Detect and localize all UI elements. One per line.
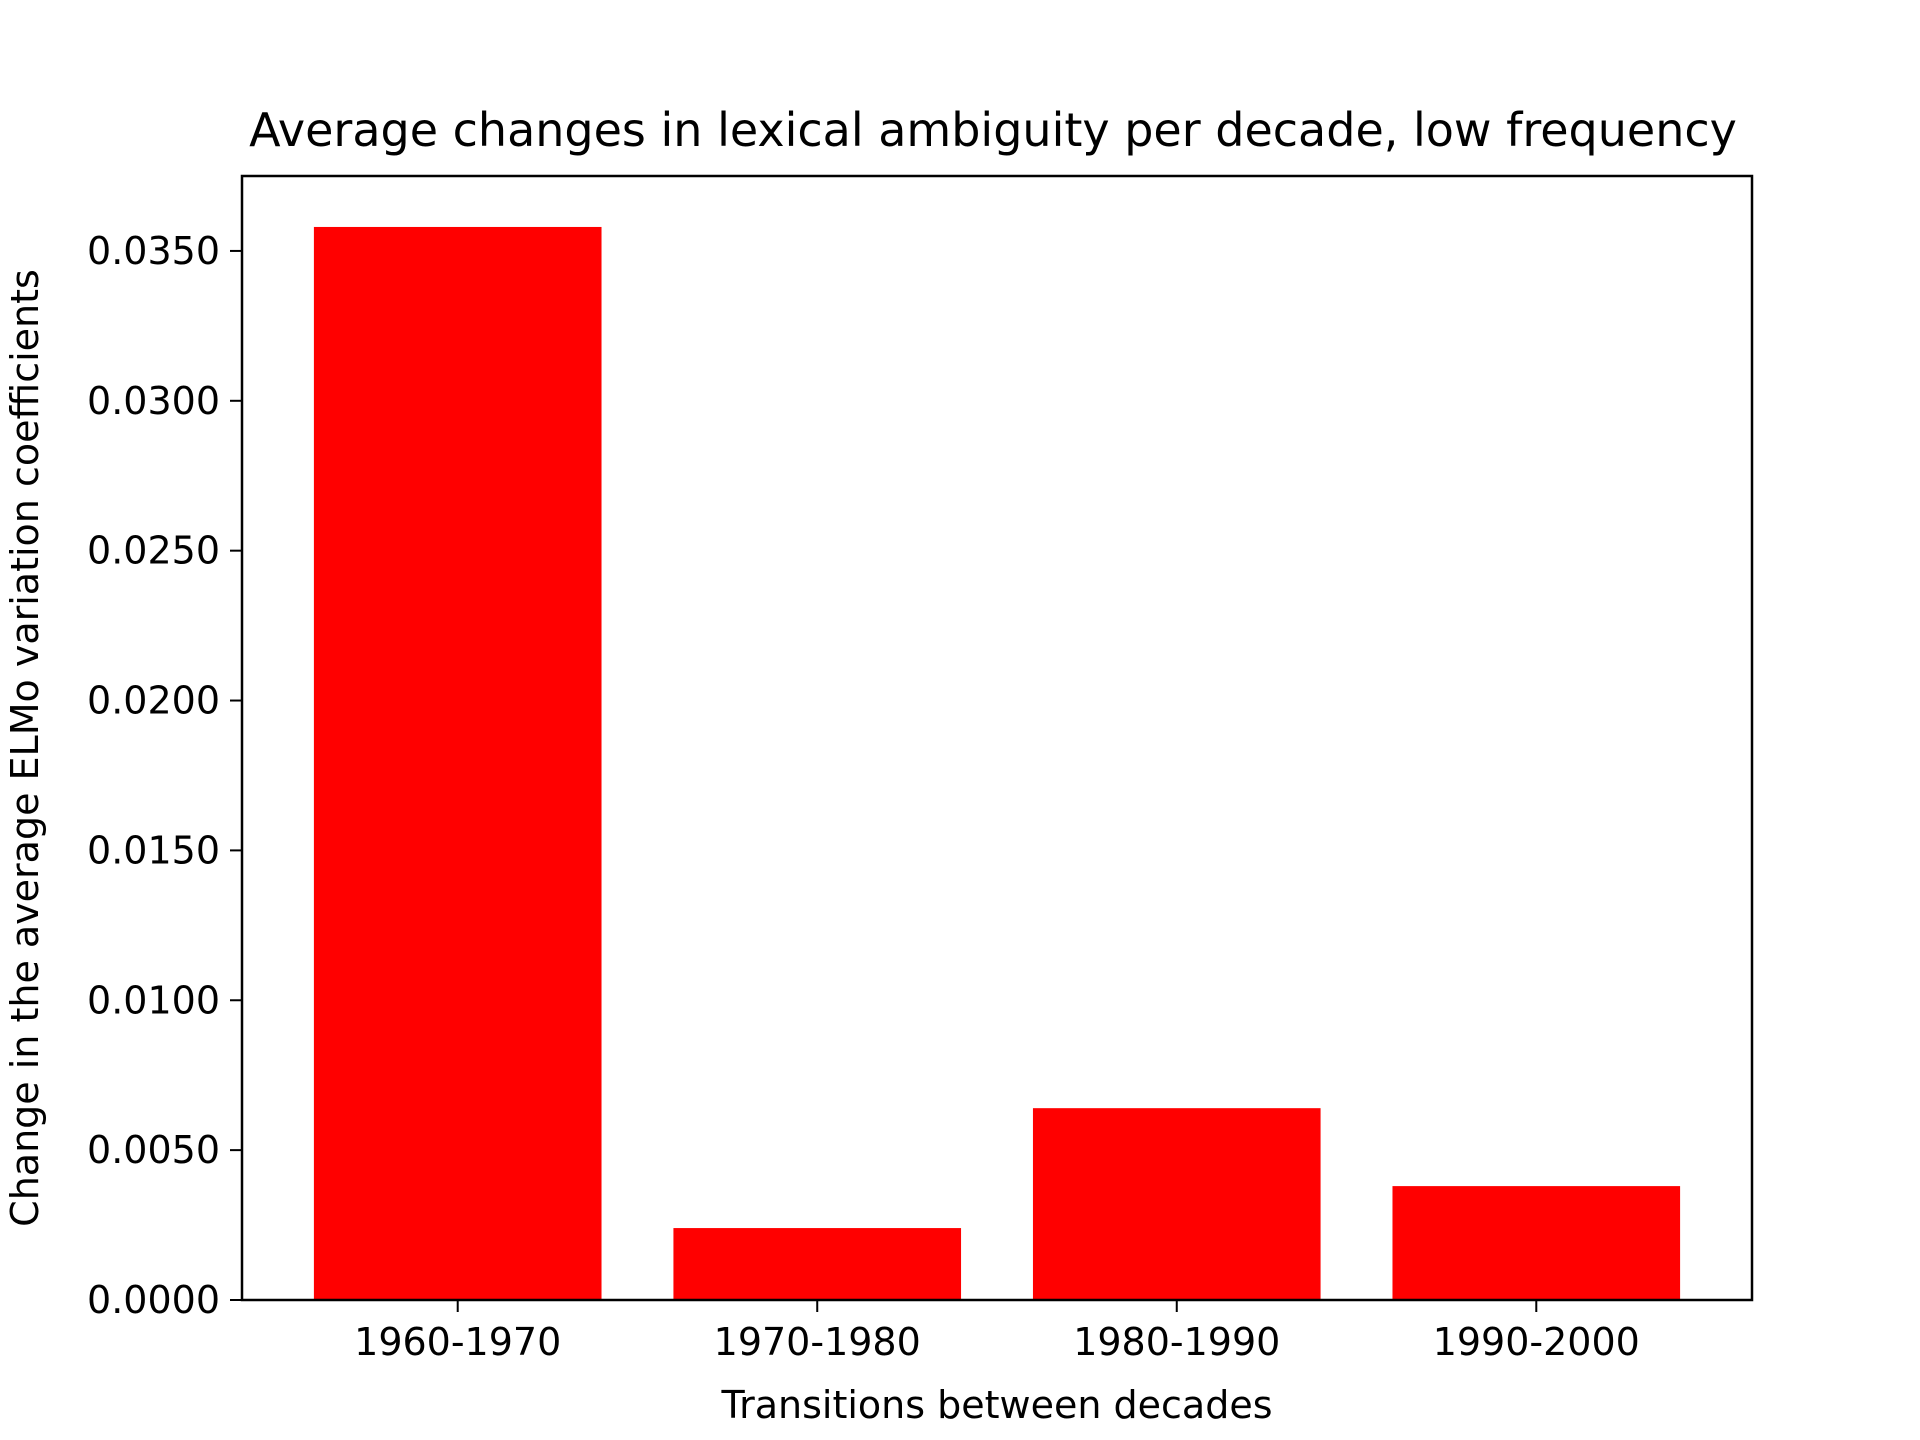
plot-frame <box>240 174 1754 1302</box>
bars-group <box>313 226 1681 1300</box>
y-tick-label: 0.0000 <box>87 1278 220 1322</box>
bar-1960-1970 <box>313 226 602 1300</box>
bar-1980-1990 <box>1032 1108 1321 1300</box>
x-tick-label: 1980-1990 <box>1073 1320 1280 1364</box>
y-tick-label: 0.0050 <box>87 1128 220 1172</box>
y-axis-label: Change in the average ELMo variation coe… <box>3 269 47 1227</box>
bar-1970-1980 <box>673 1228 962 1300</box>
x-tick-label: 1990-2000 <box>1433 1320 1640 1364</box>
y-tick-label: 0.0300 <box>87 379 220 423</box>
y-tick-label: 0.0150 <box>87 828 220 872</box>
x-axis-label: Transitions between decades <box>720 1383 1272 1427</box>
y-tick-label: 0.0250 <box>87 529 220 573</box>
bar-1990-2000 <box>1392 1186 1681 1300</box>
y-tick-label: 0.0200 <box>87 679 220 723</box>
y-tick-label: 0.0100 <box>87 978 220 1022</box>
y-axis: 0.0000 0.0050 0.0100 0.0150 0.0200 0.0250 0.03… <box>87 229 242 1322</box>
x-axis: 1960-1970 1970-1980 1980-1990 1990-2000 <box>354 1300 1640 1364</box>
x-tick-label: 1960-1970 <box>354 1320 561 1364</box>
y-tick-label: 0.0350 <box>87 229 220 273</box>
x-tick-label: 1970-1980 <box>714 1320 921 1364</box>
chart-title: Average changes in lexical ambiguity per… <box>249 103 1737 157</box>
